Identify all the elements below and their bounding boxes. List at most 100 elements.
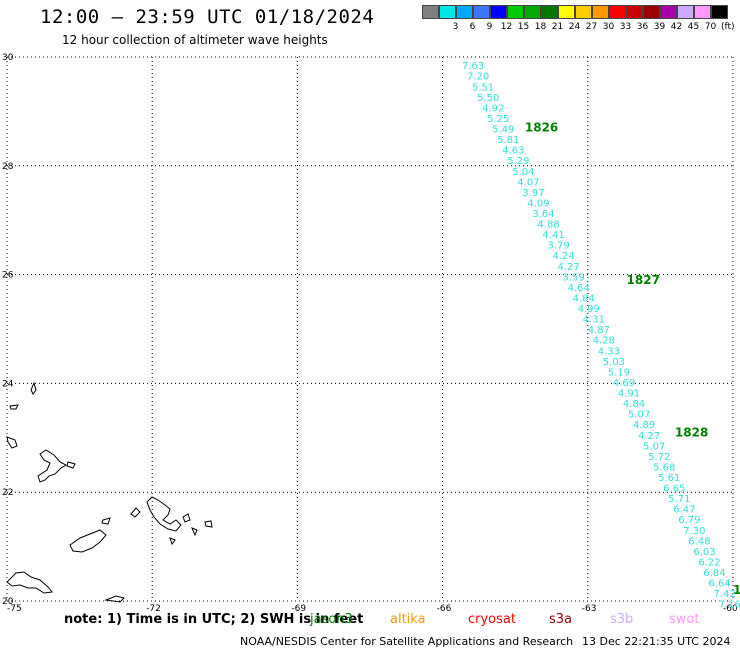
wave-height-value: 7.63 <box>462 61 484 72</box>
wave-height-value: 6.48 <box>688 536 710 547</box>
wave-height-value: 5.49 <box>492 125 514 136</box>
wave-height-value: 6.65 <box>663 484 685 495</box>
island-coast <box>169 537 176 546</box>
island-coast <box>66 461 76 469</box>
wave-height-value: 4.28 <box>593 336 615 347</box>
colorbar-swatch <box>490 5 507 19</box>
island-coast <box>9 404 19 410</box>
colorbar-unit: (ft) <box>721 22 735 32</box>
colorbar-label: 3 <box>452 22 459 32</box>
colorbar-label: 42 <box>670 22 683 32</box>
altimeter-track: 7.637.205.515.504.925.255.495.814.635.29… <box>462 61 740 611</box>
wave-height-value: 4.89 <box>633 420 655 431</box>
wave-height-value: 5.07 <box>643 441 665 452</box>
colorbar-swatch <box>711 5 728 19</box>
wave-height-value: 5.04 <box>512 167 534 178</box>
colorbar-label: 21 <box>551 22 564 32</box>
colorbar-swatch <box>558 5 575 19</box>
wave-height-value: 5.72 <box>648 452 670 463</box>
wave-height-value: 3.59 <box>563 272 585 283</box>
island-coast <box>104 595 125 603</box>
satellite-legend-item: altika <box>390 612 426 627</box>
wave-height-value: 5.51 <box>472 82 494 93</box>
wave-height-value: 4.33 <box>598 346 620 357</box>
wave-height-value: 4.09 <box>527 198 549 209</box>
credit-text: NOAA/NESDIS Center for Satellite Applica… <box>240 635 574 648</box>
wave-height-value: 4.63 <box>502 146 524 157</box>
colorbar-label: 39 <box>653 22 666 32</box>
axis-labels: 30 28 26 24 22 20-75 -72 -69 -66 -63 -60 <box>2 53 738 614</box>
map-title: 12:00 – 23:59 UTC 01/18/2024 <box>40 6 375 28</box>
pass-time-label: 1827 <box>627 273 660 287</box>
colorbar-label: 12 <box>500 22 513 32</box>
island-coast <box>37 449 68 483</box>
wave-height-value: 4.41 <box>542 230 564 241</box>
wave-height-value: 4.69 <box>613 378 635 389</box>
colorbar-swatch <box>626 5 643 19</box>
colorbar-swatch <box>660 5 677 19</box>
wave-height-value: 5.07 <box>628 410 650 421</box>
colorbar-swatch <box>422 5 439 19</box>
wave-height-value: 4.24 <box>552 251 574 262</box>
lon-tick-label: -75 <box>7 604 22 614</box>
wave-height-value: 7.16 <box>718 600 740 611</box>
note-text: note: 1) Time is in UTC; 2) SWH is in fe… <box>64 612 364 627</box>
satellite-legend-item: s3b <box>610 612 634 627</box>
wave-height-value: 6.03 <box>693 547 715 558</box>
wave-height-value: 6.79 <box>678 515 700 526</box>
colorbar-label: 36 <box>636 22 649 32</box>
colorbar-label: 45 <box>687 22 700 32</box>
map-subtitle: 12 hour collection of altimeter wave hei… <box>62 33 328 47</box>
colorbar-label: 15 <box>517 22 530 32</box>
island-coast <box>191 527 198 537</box>
wave-height-value: 4.92 <box>482 103 504 114</box>
lat-tick-label: 22 <box>2 488 13 498</box>
wave-height-value: 7.42 <box>713 589 735 600</box>
island-coast <box>30 381 37 395</box>
lon-tick-label: -66 <box>437 604 452 614</box>
island-coast <box>69 529 107 553</box>
wave-height-value: 6.84 <box>703 568 725 579</box>
wave-height-value: 4.91 <box>618 389 640 400</box>
lon-tick-label: -72 <box>146 604 161 614</box>
island-coast <box>204 520 213 528</box>
lat-tick-label: 20 <box>2 597 14 607</box>
wave-height-value: 5.29 <box>507 156 529 167</box>
wave-height-value: 3.97 <box>522 188 544 199</box>
island-coast <box>6 436 18 449</box>
colorbar-swatch <box>456 5 473 19</box>
wave-height-value: 4.64 <box>568 283 590 294</box>
wave-height-value: 5.81 <box>497 135 519 146</box>
colorbar-label: 70 <box>704 22 717 32</box>
pass-time-label: 1826 <box>525 121 558 135</box>
island-coast <box>182 513 191 523</box>
pass-time-labels: 1826 1827 1828 1 <box>525 121 740 597</box>
wave-height-value: 4.88 <box>537 220 559 231</box>
colorbar-swatch <box>507 5 524 19</box>
wave-height-value: 3.64 <box>532 209 554 220</box>
satellite-legend-item: s3a <box>549 612 573 627</box>
satellite-legend-item: jason3 <box>310 612 353 627</box>
wave-height-value: 5.19 <box>608 367 630 378</box>
colorbar-swatch <box>541 5 558 19</box>
colorbar-swatch <box>524 5 541 19</box>
colorbar-label: 6 <box>469 22 476 32</box>
wave-height-value: 7.20 <box>467 72 489 83</box>
wave-height-value: 6.22 <box>698 557 720 568</box>
wave-height-value: 4.84 <box>623 399 645 410</box>
island-coast <box>146 496 182 532</box>
colorbar-swatch <box>609 5 626 19</box>
wave-height-value: 4.84 <box>573 293 595 304</box>
lon-tick-label: -63 <box>582 604 597 614</box>
colorbar-label: 27 <box>585 22 598 32</box>
colorbar-swatch <box>694 5 711 19</box>
wave-height-value: 5.03 <box>603 357 625 368</box>
wave-height-value: 4.07 <box>517 177 539 188</box>
wave-height-value: 7.30 <box>683 526 705 537</box>
colorbar-label: 33 <box>619 22 632 32</box>
timestamp-text: 13 Dec 22:21:35 UTC 2024 <box>582 635 731 648</box>
colorbar-swatch <box>473 5 490 19</box>
satellite-legend-item: swot <box>669 612 700 627</box>
pass-time-label: 1828 <box>675 425 708 439</box>
